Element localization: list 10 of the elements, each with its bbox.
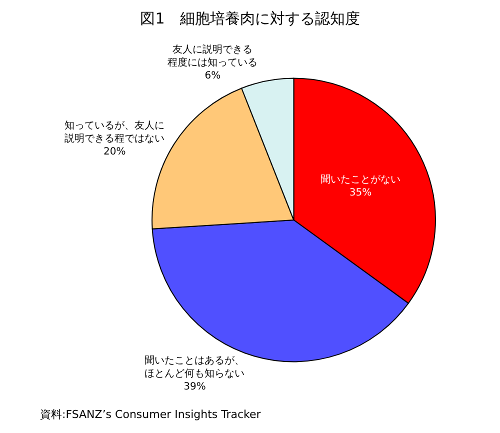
text: 資料:FSANZ’s Consumer Insights Tracker — [40, 408, 262, 421]
chart-title: 図1 細胞培養肉に対する認知度 — [140, 9, 360, 28]
data-label: 6% — [204, 70, 221, 82]
data-label: 20% — [103, 146, 126, 158]
slice-label: 聞いたことはあるが、ほとんど何も知らない — [144, 354, 245, 380]
slice-label: 友人に説明できる程度には知っている — [168, 43, 258, 68]
data-label: 35% — [349, 187, 372, 198]
slice-label: 聞いたことがない — [320, 173, 401, 186]
data-label: 39% — [184, 382, 206, 393]
slice-label: 知っているが、友人に説明できる程ではない — [64, 120, 165, 145]
